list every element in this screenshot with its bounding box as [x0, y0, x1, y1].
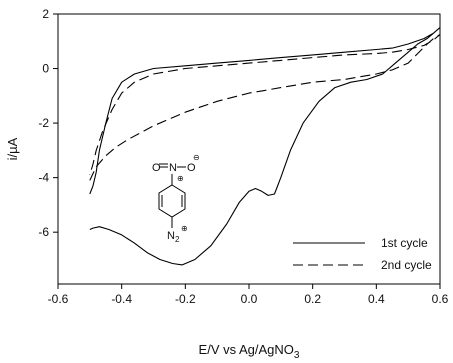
x-axis-ticks: -0.6 -0.4 -0.2 0.0 0.2 0.4 0.6 [48, 284, 449, 306]
y-tick-label-minus-6: -6 [38, 225, 49, 239]
structure-diazonium-n: N [167, 230, 175, 242]
data-series [89, 27, 441, 266]
x-tick-label-0-6: 0.6 [432, 292, 449, 306]
nitrobenzenediazonium-structure: O N O ⊖ ⊕ N 2 ⊕ [152, 153, 200, 244]
y-axis-label: i/µA [5, 137, 20, 160]
y-tick-label-2: 2 [42, 7, 49, 21]
x-tick-label-minus-0-4: -0.4 [111, 292, 132, 306]
x-tick-label-0-4: 0.4 [368, 292, 385, 306]
structure-diazonium-subscript: 2 [175, 235, 180, 244]
structure-oxygen-left: O [152, 162, 161, 174]
x-tick-label-minus-0-2: -0.2 [175, 292, 196, 306]
structure-benzene-ring [158, 184, 186, 218]
x-tick-label-0-2: 0.2 [304, 292, 321, 306]
structure-nitro-nitrogen: N [169, 162, 177, 174]
structure-charge-plus-nitro: ⊕ [177, 174, 184, 183]
y-tick-label-minus-2: -2 [38, 116, 49, 130]
structure-oxygen-right: O [187, 162, 196, 174]
x-tick-label-0-0: 0.0 [241, 292, 258, 306]
x-tick-label-minus-0-6: -0.6 [48, 292, 69, 306]
series-line-2nd-cycle [89, 33, 441, 181]
x-axis-label-subscript: 3 [294, 350, 300, 361]
structure-charge-plus-diazonium: ⊕ [181, 224, 188, 233]
x-axis-label: E/V vs Ag/AgNO3 [199, 342, 300, 361]
structure-charge-minus: ⊖ [193, 153, 200, 162]
y-tick-label-0: 0 [42, 62, 49, 76]
legend-label-2nd-cycle: 2nd cycle [381, 258, 432, 272]
legend-label-1st-cycle: 1st cycle [381, 236, 428, 250]
legend: 1st cycle 2nd cycle [293, 236, 432, 272]
series-line-1st-cycle [89, 27, 441, 266]
y-tick-label-minus-4: -4 [38, 171, 49, 185]
y-axis-ticks: 2 0 -2 -4 -6 [38, 7, 58, 239]
